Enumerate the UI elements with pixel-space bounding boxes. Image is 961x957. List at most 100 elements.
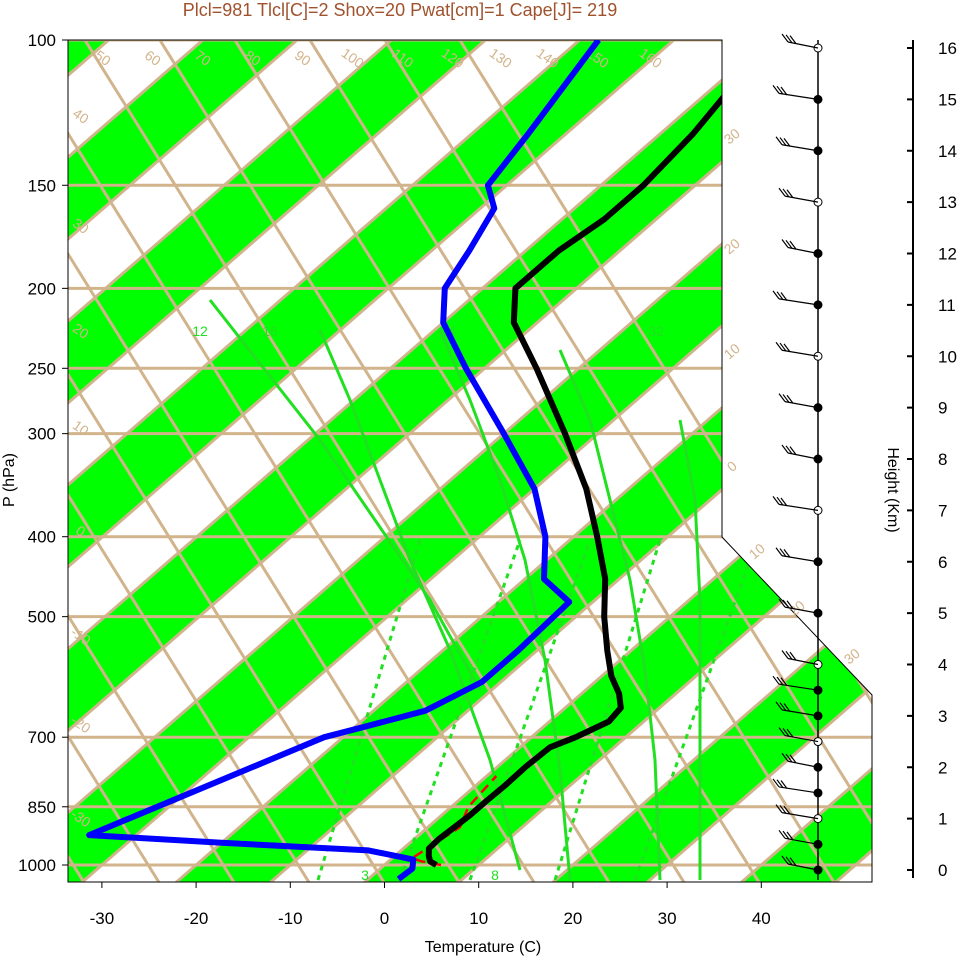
wind-barb-feather	[782, 728, 790, 737]
y-tick-label: 300	[28, 425, 56, 444]
wind-barb-feather	[778, 727, 786, 736]
wind-barb-feather	[786, 189, 794, 199]
x-tick-label: -30	[90, 909, 115, 928]
wind-barb	[787, 863, 819, 871]
wind-barb-feather	[779, 137, 787, 146]
height-tick-label: 5	[938, 604, 947, 623]
wind-barb-feather	[776, 676, 784, 686]
y-tick-label: 150	[28, 176, 56, 195]
height-tick-label: 7	[938, 501, 947, 520]
isotherm-line	[68, 40, 687, 882]
isopleth-label: 90	[292, 47, 314, 69]
wind-barb	[778, 298, 819, 306]
isotherm-line	[68, 40, 781, 882]
mixing-ratio-line	[468, 539, 592, 881]
wind-barb-feather	[789, 651, 797, 661]
y-tick-label: 200	[28, 279, 56, 298]
isotherm-line	[68, 40, 593, 882]
mixing-ratio-line	[398, 539, 522, 881]
y-tick-label: 1000	[18, 856, 56, 875]
wind-barb-feather	[780, 86, 788, 96]
x-tick-label: -20	[184, 909, 209, 928]
wind-barb-feather	[782, 188, 790, 198]
dry-adiabat	[0, 0, 15, 892]
mixing-ratio-label: 32	[648, 323, 664, 339]
dry-adiabat	[68, 40, 467, 882]
mixing-ratio-label: 12	[192, 323, 208, 339]
isotherm-band	[68, 40, 872, 882]
wind-barb	[784, 837, 819, 845]
height-tick-label: 6	[938, 553, 947, 572]
wind-barb	[781, 144, 819, 152]
wind-barb-feather	[775, 804, 783, 813]
wind-barb	[784, 195, 819, 203]
plot-area	[0, 0, 872, 892]
wind-barb-feather	[776, 291, 784, 301]
wind-barb-feather	[782, 394, 790, 403]
wind-barb-feather	[786, 728, 794, 738]
isopleth-label: 20	[721, 235, 743, 257]
isotherm-line	[68, 40, 404, 882]
wind-barb-feather	[775, 341, 783, 351]
isotherm-band	[353, 40, 872, 882]
wind-barb-feather	[780, 780, 788, 789]
wind-barb	[784, 401, 819, 409]
wind-barb-feather	[772, 85, 780, 94]
wind-barb	[787, 41, 819, 49]
wind-barb-feather	[775, 136, 783, 146]
moist-adiabat	[318, 329, 522, 871]
dry-adiabat	[68, 40, 617, 882]
wind-barb	[781, 709, 819, 717]
wind-barb-feather	[779, 702, 787, 712]
moist-adiabat	[438, 329, 572, 881]
wind-barb-feather	[772, 496, 780, 505]
height-tick-label: 12	[938, 245, 957, 264]
wind-barb	[778, 786, 819, 794]
wind-barb	[784, 734, 819, 743]
y-tick-label: 400	[28, 528, 56, 547]
isotherm-band	[68, 40, 686, 882]
wind-barb-feather	[786, 600, 794, 610]
wind-barb-feather	[785, 753, 793, 763]
isotherm-line	[540, 40, 872, 882]
isopleth-label: 10	[721, 340, 743, 362]
wind-barb-feather	[782, 599, 790, 609]
y-axis-label: P (hPa)	[1, 453, 18, 507]
wind-barb-feather	[783, 548, 791, 558]
isotherm-band	[165, 40, 872, 882]
isotherm-band	[68, 40, 497, 882]
wind-barb-feather	[781, 33, 789, 43]
isotherm-line	[68, 40, 310, 882]
wind-barb-feather	[783, 343, 791, 353]
wind-barb-feather	[785, 239, 793, 249]
height-tick-label: 13	[938, 193, 957, 212]
wind-barb-feather	[789, 754, 797, 764]
isotherm-line	[164, 40, 872, 882]
wind-barb-feather	[789, 446, 797, 455]
wind-barb-feather	[779, 805, 787, 814]
y-tick-label: 100	[28, 31, 56, 50]
wind-barb	[787, 246, 819, 255]
dry-adiabat	[68, 40, 542, 882]
wind-barb-feather	[781, 239, 789, 248]
isotherm-line	[68, 40, 498, 882]
isotherm-band	[541, 40, 872, 882]
isopleth-label: 40	[70, 105, 92, 127]
wind-barb	[784, 606, 819, 614]
wind-barb-feather	[786, 394, 794, 404]
wind-barb-feather	[780, 677, 788, 687]
wind-barb	[778, 92, 819, 100]
isotherm-line	[68, 40, 872, 882]
wind-barb-feather	[776, 779, 784, 789]
wind-barb-feather	[778, 829, 786, 839]
wind-barb-feather	[781, 650, 789, 659]
wind-barb-feather	[781, 752, 789, 762]
y-tick-label: 700	[28, 728, 56, 747]
height-tick-label: 1	[938, 810, 947, 829]
isopleth-label: 30	[721, 125, 743, 147]
wind-barb-feather	[779, 548, 787, 557]
isotherm-line	[446, 40, 872, 882]
dry-adiabat	[68, 40, 317, 882]
height-tick-label: 2	[938, 758, 947, 777]
plot-frame	[67, 39, 873, 883]
